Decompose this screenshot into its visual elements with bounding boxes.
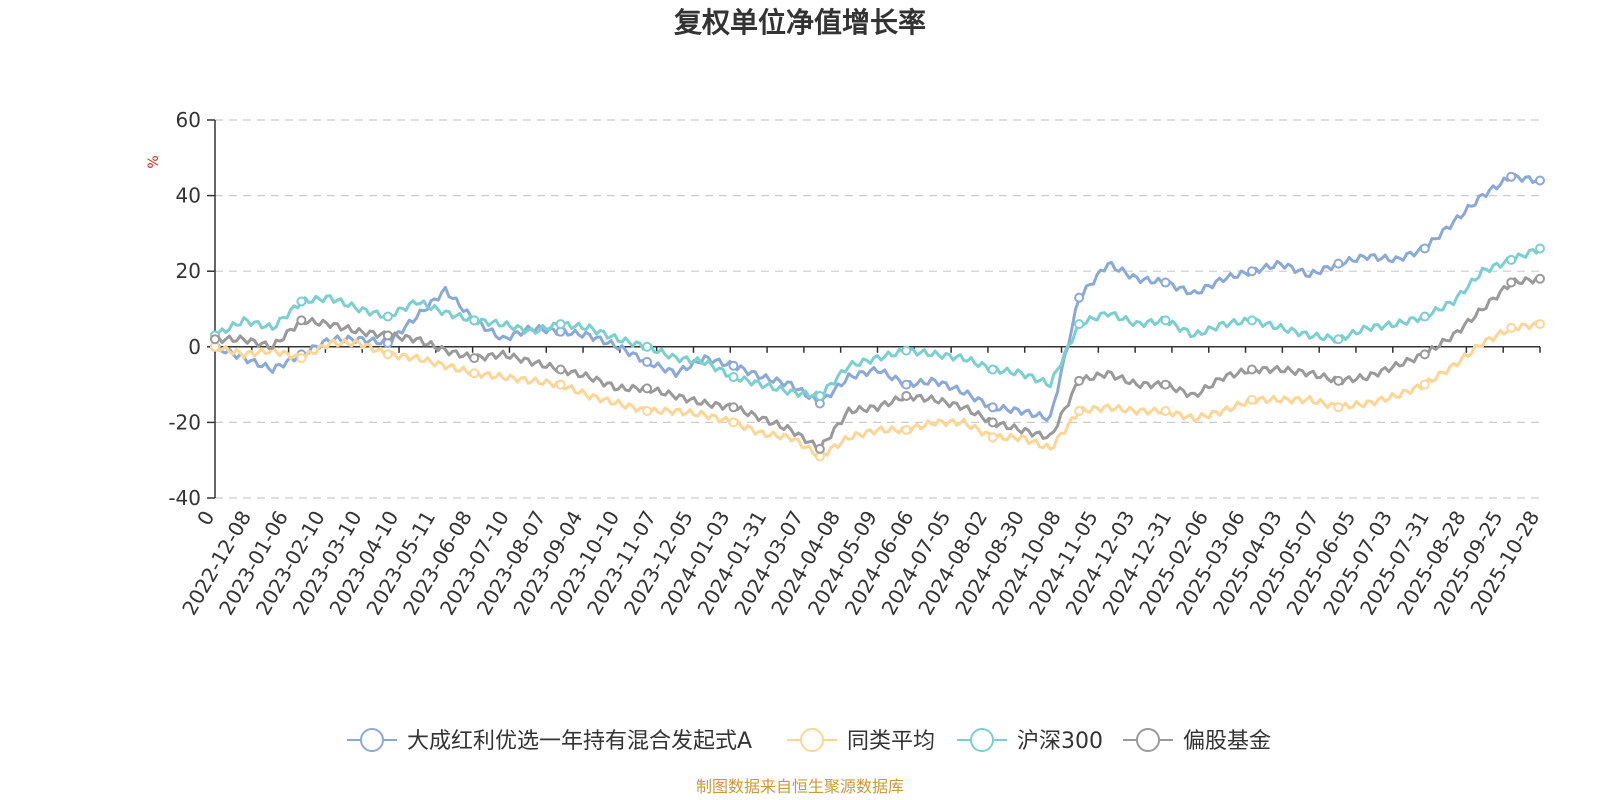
legend-marker <box>970 728 994 752</box>
data-point <box>1246 315 1257 326</box>
data-point <box>1246 364 1257 375</box>
legend-item: 大成红利优选一年持有混合发起式A <box>347 728 752 754</box>
legend-item: 同类平均 <box>787 728 935 754</box>
data-point <box>555 379 566 390</box>
series-line <box>213 320 1541 459</box>
series-line <box>215 276 1541 453</box>
legend-marker <box>360 728 384 752</box>
y-tick-label: -40 <box>168 486 201 510</box>
data-point <box>469 315 480 326</box>
y-tick-label: 0 <box>188 335 201 359</box>
data-point <box>1333 334 1344 345</box>
data-point <box>814 390 825 401</box>
data-point <box>1535 175 1545 186</box>
legend-label: 同类平均 <box>847 729 935 754</box>
data-point <box>296 353 307 364</box>
data-point <box>1160 277 1171 288</box>
data-point <box>555 364 566 375</box>
data-point <box>1506 277 1517 288</box>
series-line <box>213 247 1542 399</box>
data-point <box>1506 322 1517 333</box>
data-point <box>987 402 998 413</box>
data-point <box>1535 243 1545 254</box>
series-group <box>210 273 1545 454</box>
data-point <box>1333 375 1344 386</box>
y-axis-unit: % <box>146 155 162 168</box>
y-tick-labels: 60 40 20 0 -20 -40 <box>168 108 201 510</box>
data-point <box>1074 375 1085 386</box>
data-point <box>728 417 739 428</box>
data-point <box>642 406 653 417</box>
axes <box>214 120 1540 498</box>
data-point <box>642 356 653 367</box>
data-point <box>1506 254 1517 265</box>
data-point <box>1074 406 1085 417</box>
data-point <box>1506 171 1517 182</box>
data-point <box>555 319 566 330</box>
data-point <box>728 360 739 371</box>
series-group <box>210 319 1545 462</box>
data-point <box>296 296 307 307</box>
data-point <box>1074 292 1085 303</box>
legend-marker <box>800 728 824 752</box>
data-point <box>1419 243 1430 254</box>
data-point <box>901 390 912 401</box>
data-point <box>1160 315 1171 326</box>
data-point <box>1419 379 1430 390</box>
data-point <box>642 341 653 352</box>
data-point <box>1246 394 1257 405</box>
y-tick-label: 20 <box>176 259 201 283</box>
data-point <box>814 443 825 454</box>
data-point <box>987 364 998 375</box>
data-point <box>728 402 739 413</box>
x-tick-label: 0 <box>192 507 219 530</box>
series-line <box>214 172 1540 422</box>
chart-title: 复权单位净值增长率 <box>674 6 926 39</box>
series-lines <box>210 171 1545 462</box>
legend-marker <box>1136 728 1160 752</box>
y-tick-label: 60 <box>176 108 201 132</box>
legend: 大成红利优选一年持有混合发起式A 同类平均 沪深300 偏股基金 <box>347 728 1271 754</box>
x-tick-labels: 02022-12-082023-01-062023-02-102023-03-1… <box>177 346 1544 619</box>
data-point <box>382 349 393 360</box>
data-point <box>1160 406 1171 417</box>
data-point <box>1333 258 1344 269</box>
data-point <box>987 417 998 428</box>
data-point <box>382 311 393 322</box>
data-point <box>210 334 220 345</box>
data-point <box>901 345 912 356</box>
data-point <box>1535 273 1545 284</box>
data-point <box>382 330 393 341</box>
data-point <box>1160 379 1171 390</box>
data-source-note: 制图数据来自恒生聚源数据库 <box>696 777 904 796</box>
data-point <box>1246 266 1257 277</box>
legend-item: 偏股基金 <box>1123 728 1271 754</box>
data-point <box>987 432 998 443</box>
legend-label: 大成红利优选一年持有混合发起式A <box>407 729 752 754</box>
data-point <box>469 368 480 379</box>
data-point <box>296 315 307 326</box>
data-point <box>1419 311 1430 322</box>
series-group <box>210 243 1545 401</box>
legend-label: 偏股基金 <box>1183 729 1271 754</box>
data-point <box>1333 402 1344 413</box>
data-point <box>1419 349 1430 360</box>
y-tick-label: -20 <box>168 410 201 434</box>
data-point <box>901 424 912 435</box>
data-point <box>642 383 653 394</box>
data-point <box>901 379 912 390</box>
data-point <box>469 353 480 364</box>
data-point <box>728 372 739 383</box>
legend-item: 沪深300 <box>957 728 1103 754</box>
data-point <box>1535 319 1545 330</box>
y-tick-label: 40 <box>176 184 201 208</box>
data-point <box>1074 319 1085 330</box>
legend-label: 沪深300 <box>1017 729 1103 754</box>
